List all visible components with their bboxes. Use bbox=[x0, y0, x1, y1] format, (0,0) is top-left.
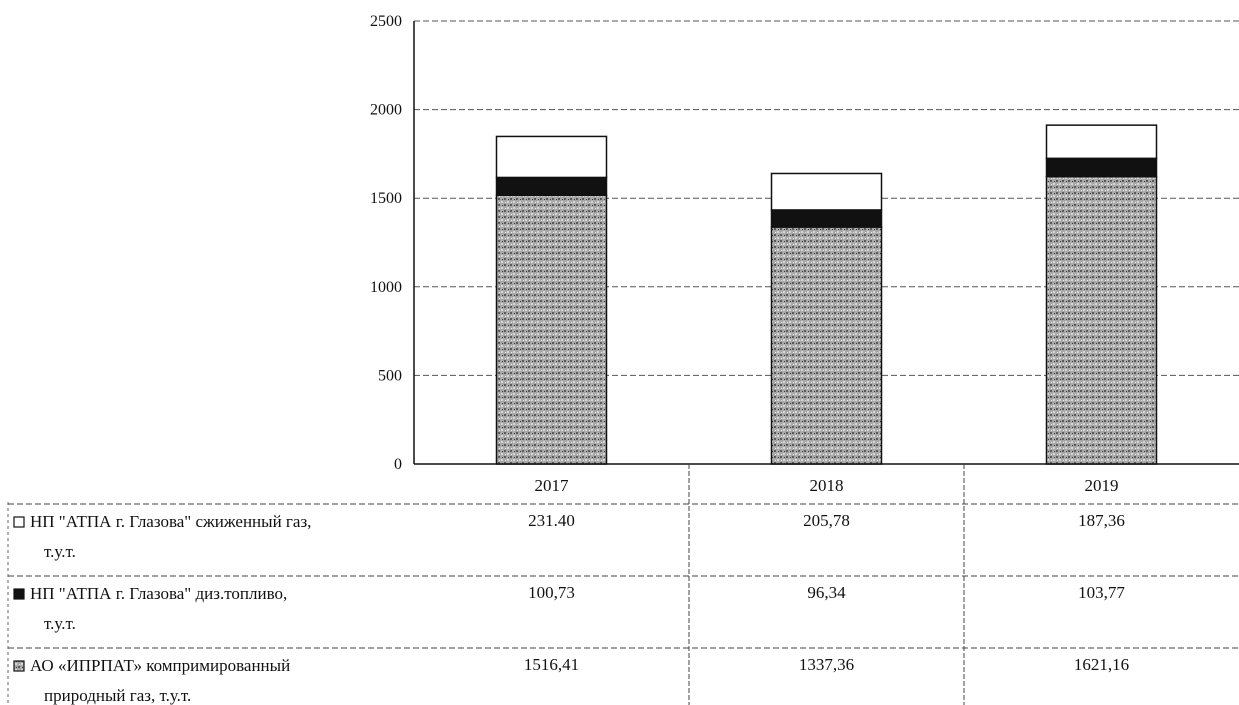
bar-segment bbox=[770, 209, 883, 228]
y-tick-label: 2000 bbox=[370, 102, 402, 119]
bar-segment bbox=[495, 194, 608, 465]
y-tick-label: 1000 bbox=[370, 279, 402, 296]
legend-label: природный газ, т.у.т. bbox=[44, 686, 191, 705]
legend-label: АО «ИПРПАТ» компримированный bbox=[30, 656, 290, 675]
legend-swatch bbox=[13, 660, 25, 672]
y-tick-label: 500 bbox=[378, 367, 402, 384]
bar-segment bbox=[1045, 124, 1158, 160]
data-label: 100,73 bbox=[528, 583, 575, 602]
legend-label: НП "АТПА г. Глазова" диз.топливо, bbox=[30, 584, 287, 603]
data-label: 1337,36 bbox=[799, 655, 854, 674]
legend-swatch bbox=[13, 516, 25, 528]
legend-swatch bbox=[13, 588, 25, 600]
plot-area: 0 500 1000 1500 2000 2500 bbox=[370, 13, 1239, 473]
data-label: 231.40 bbox=[528, 511, 575, 530]
legend-label: НП "АТПА г. Глазова" сжиженный газ, bbox=[30, 512, 311, 531]
data-label: 205,78 bbox=[803, 511, 850, 530]
data-label: 103,77 bbox=[1078, 583, 1125, 602]
data-label: 1516,41 bbox=[524, 655, 579, 674]
data-table: 2017 2018 2019 НП "АТПА г. Глазова" сжиженн… bbox=[7, 464, 1239, 705]
bar-segment bbox=[495, 176, 608, 197]
x-tick-label: 2018 bbox=[810, 476, 844, 495]
y-tick-label: 1500 bbox=[370, 190, 402, 207]
x-tick-label: 2017 bbox=[535, 476, 570, 495]
bar-segment bbox=[770, 226, 883, 465]
y-tick-label: 0 bbox=[394, 456, 402, 473]
data-label: 96,34 bbox=[807, 583, 846, 602]
data-label: 1621,16 bbox=[1074, 655, 1129, 674]
bar-segment bbox=[495, 135, 608, 179]
bar-segment bbox=[1045, 157, 1158, 178]
bar-segment bbox=[1045, 175, 1158, 465]
legend-label: т.у.т. bbox=[44, 614, 76, 633]
y-tick-label: 2500 bbox=[370, 13, 402, 30]
bar-segment bbox=[770, 172, 883, 211]
x-tick-label: 2019 bbox=[1085, 476, 1119, 495]
legend-label: т.у.т. bbox=[44, 542, 76, 561]
data-label: 187,36 bbox=[1078, 511, 1125, 530]
